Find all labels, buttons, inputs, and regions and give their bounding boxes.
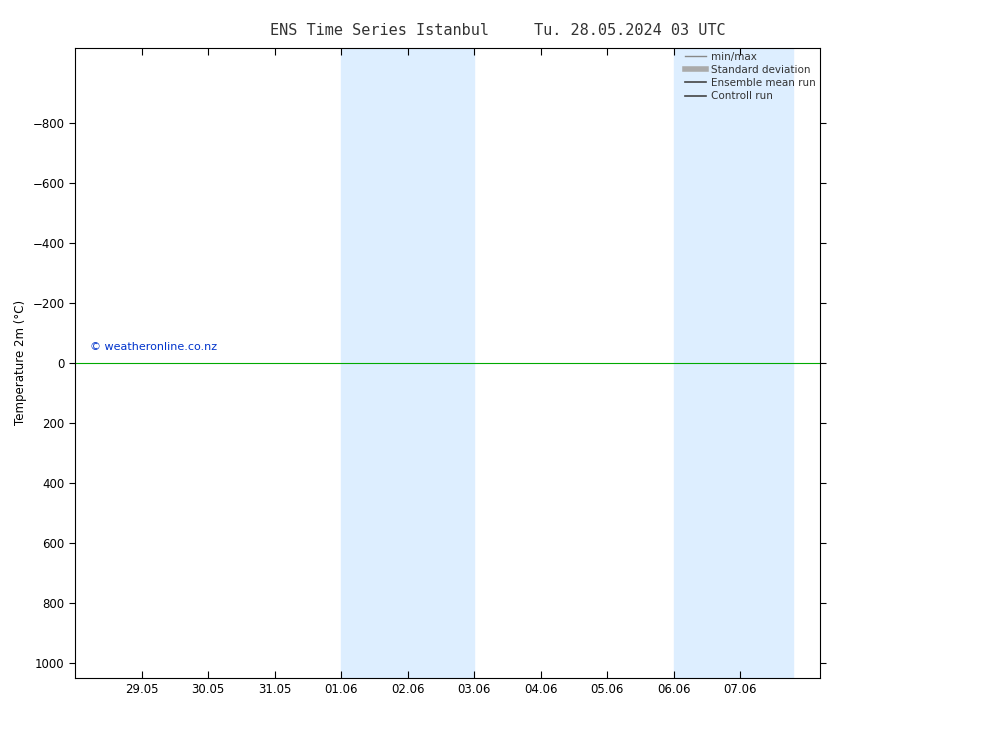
Y-axis label: Temperature 2m (°C): Temperature 2m (°C) [14,301,27,425]
Text: Tu. 28.05.2024 03 UTC: Tu. 28.05.2024 03 UTC [534,23,726,38]
Bar [674,48,793,678]
Legend: min/max, Standard deviation, Ensemble mean run, Controll run: min/max, Standard deviation, Ensemble me… [681,48,820,106]
Text: © weatheronline.co.nz: © weatheronline.co.nz [90,342,217,352]
Text: ENS Time Series Istanbul: ENS Time Series Istanbul [270,23,490,38]
Bar [341,48,474,678]
